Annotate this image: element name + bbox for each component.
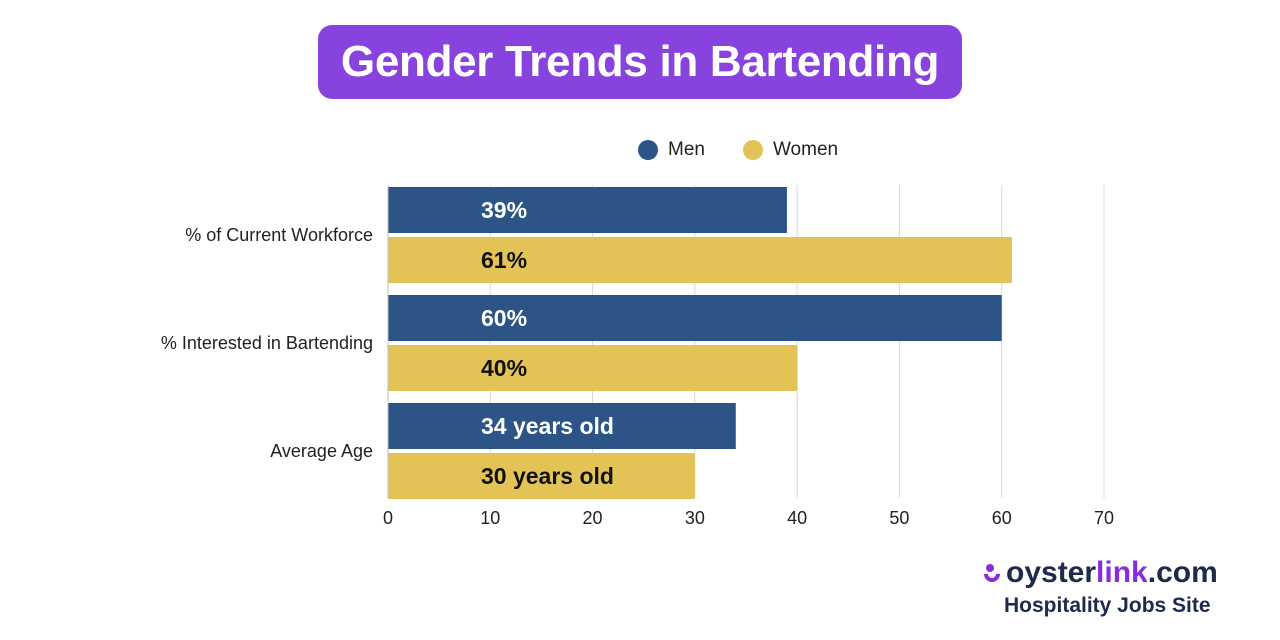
legend-swatch-men — [638, 140, 658, 160]
category-label-1: % Interested in Bartending — [161, 333, 373, 353]
brand-name-domain: .com — [1147, 556, 1218, 589]
x-tick-label-0: 0 — [383, 508, 393, 528]
legend-item-women: Women — [742, 139, 839, 161]
brand-name-link: link — [1096, 556, 1148, 589]
x-tick-label-30: 30 — [685, 508, 705, 528]
brand-wordmark: oyster link .com — [980, 556, 1244, 590]
legend: Men Women — [638, 139, 876, 161]
legend-label-women: Women — [772, 139, 839, 160]
bar-men-1 — [388, 295, 1002, 341]
x-tick-label-20: 20 — [583, 508, 603, 528]
bar-men-0 — [388, 187, 787, 233]
bar-women-1 — [388, 345, 798, 391]
x-tick-label-10: 10 — [480, 508, 500, 528]
bar-label-men-2: 34 years old — [481, 413, 614, 439]
brand-logo: oyster link .com Hospitality Jobs Site — [980, 556, 1244, 618]
brand-tagline: Hospitality Jobs Site — [1004, 594, 1211, 617]
legend-item-men: Men — [638, 139, 705, 161]
x-tick-label-70: 70 — [1094, 508, 1114, 528]
bar-label-men-1: 60% — [481, 305, 527, 331]
x-tick-label-40: 40 — [787, 508, 807, 528]
x-tick-label-60: 60 — [992, 508, 1012, 528]
category-label-0: % of Current Workforce — [185, 225, 373, 245]
bar-label-women-1: 40% — [481, 355, 527, 381]
x-tick-label-50: 50 — [889, 508, 909, 528]
legend-label-men: Men — [668, 139, 705, 160]
bar-men-2 — [388, 403, 736, 449]
brand-name-oyster: oyster — [1006, 556, 1097, 589]
bar-label-women-2: 30 years old — [481, 463, 614, 489]
bar-women-2 — [388, 453, 695, 499]
category-label-2: Average Age — [270, 441, 373, 461]
bar-label-men-0: 39% — [481, 197, 527, 223]
legend-swatch-women — [742, 140, 763, 160]
oysterlink-logo-icon — [980, 562, 1004, 586]
bar-label-women-0: 61% — [481, 247, 527, 273]
bar-women-0 — [388, 237, 1012, 283]
chart-title: Gender Trends in Bartending — [318, 25, 962, 99]
